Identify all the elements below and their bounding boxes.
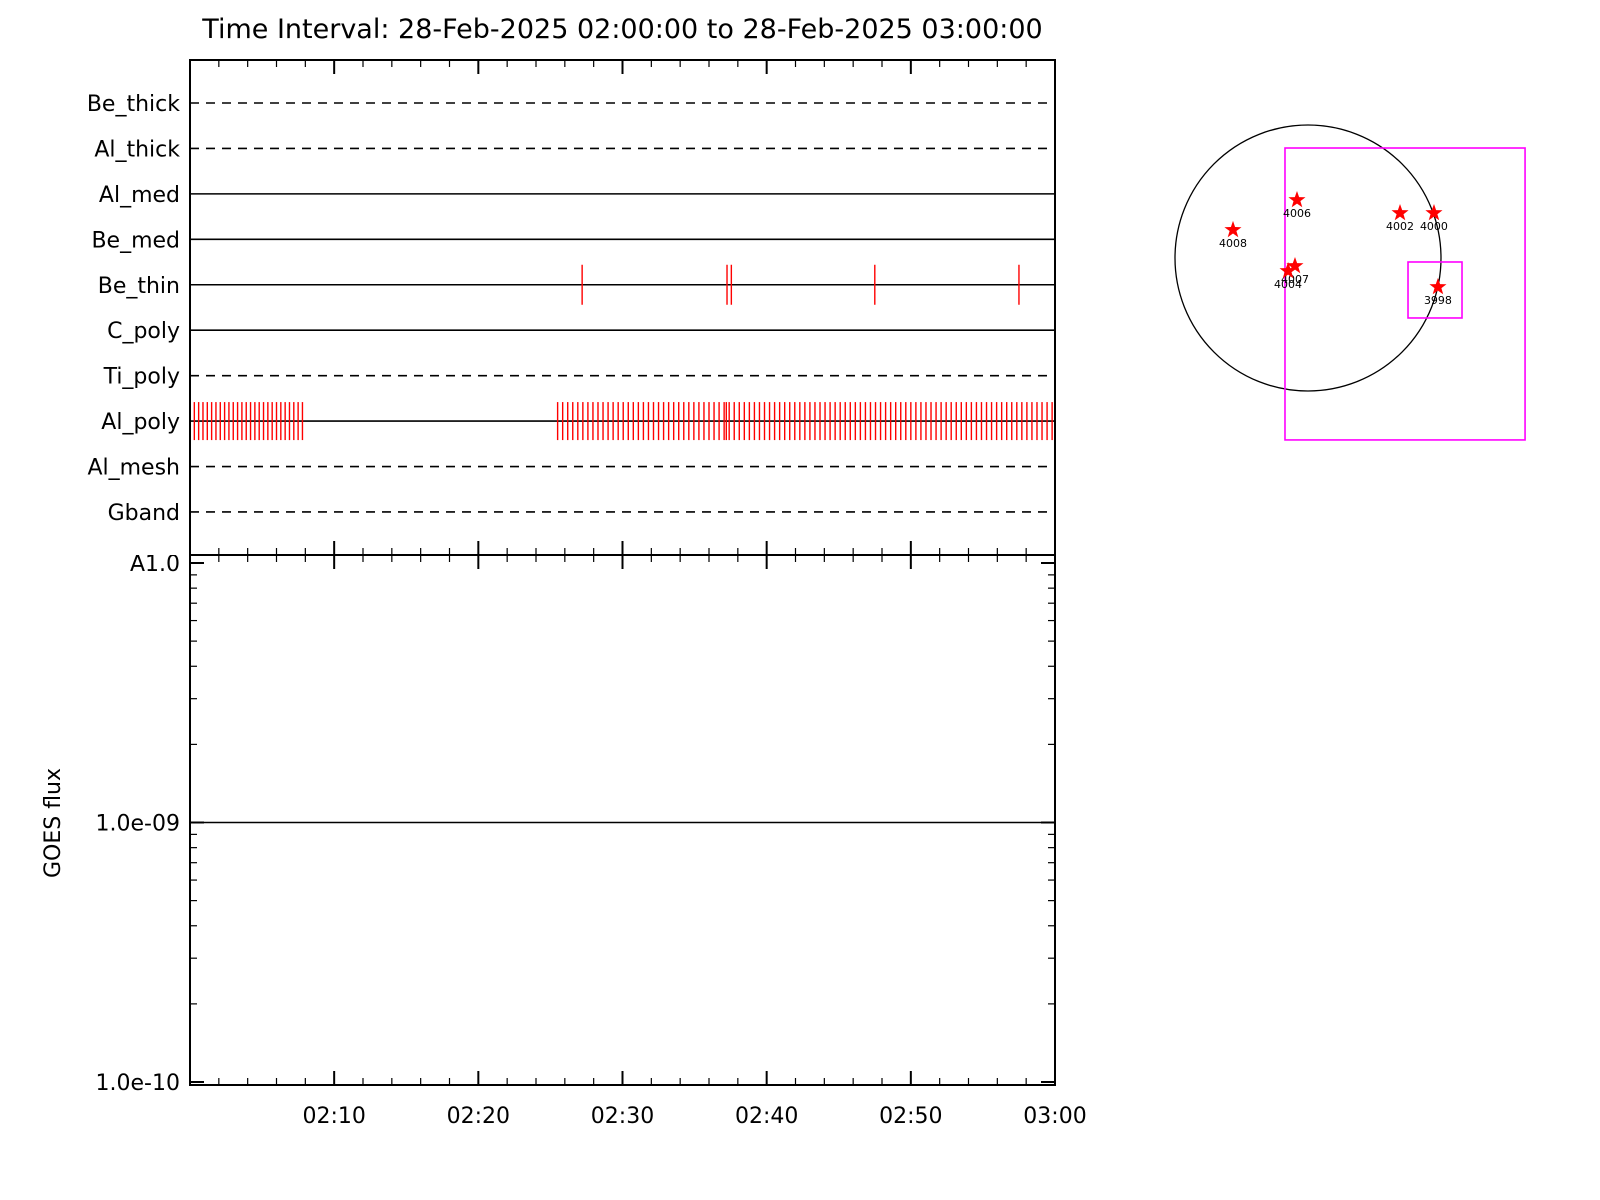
goes-flux-chart: 02:10 02:20 02:30 02:40 02:50 03:00 A1.0 1.0e-0… [41, 555, 1087, 1129]
svg-text:GOES flux: GOES flux [41, 768, 66, 878]
svg-text:Al_thick: Al_thick [94, 137, 180, 162]
svg-text:02:10: 02:10 [302, 1104, 365, 1129]
svg-text:4004: 4004 [1274, 278, 1302, 291]
filter-timeline-chart: Be_thick Al_thick Al_med Be_med Be_thin C_pol… [87, 59, 1056, 556]
svg-text:Al_med: Al_med [99, 183, 180, 208]
svg-text:03:00: 03:00 [1023, 1104, 1086, 1129]
svg-text:4002: 4002 [1386, 220, 1414, 233]
svg-text:Al_poly: Al_poly [101, 410, 180, 435]
svg-text:Ti_poly: Ti_poly [103, 365, 180, 390]
svg-text:Be_thick: Be_thick [87, 92, 180, 117]
svg-text:4000: 4000 [1420, 220, 1448, 233]
svg-text:C_poly: C_poly [107, 319, 180, 344]
svg-text:A1.0: A1.0 [130, 555, 180, 577]
svg-text:02:40: 02:40 [735, 1104, 798, 1129]
svg-text:4008: 4008 [1219, 237, 1247, 250]
svg-text:Gband: Gband [108, 501, 180, 526]
svg-text:02:30: 02:30 [591, 1104, 654, 1129]
svg-text:Be_med: Be_med [91, 228, 180, 253]
svg-text:1.0e-10: 1.0e-10 [96, 1071, 180, 1096]
svg-text:Al_mesh: Al_mesh [87, 456, 180, 481]
svg-text:02:20: 02:20 [447, 1104, 510, 1129]
svg-text:1.0e-09: 1.0e-09 [96, 812, 180, 837]
svg-text:4007: 4007 [1281, 273, 1309, 286]
svg-text:4006: 4006 [1283, 207, 1311, 220]
svg-text:3998: 3998 [1424, 294, 1452, 307]
svg-text:Be_thin: Be_thin [98, 274, 180, 299]
figure-title: Time Interval: 28-Feb-2025 02:00:00 to 2… [202, 14, 1043, 45]
svg-text:02:50: 02:50 [879, 1104, 942, 1129]
